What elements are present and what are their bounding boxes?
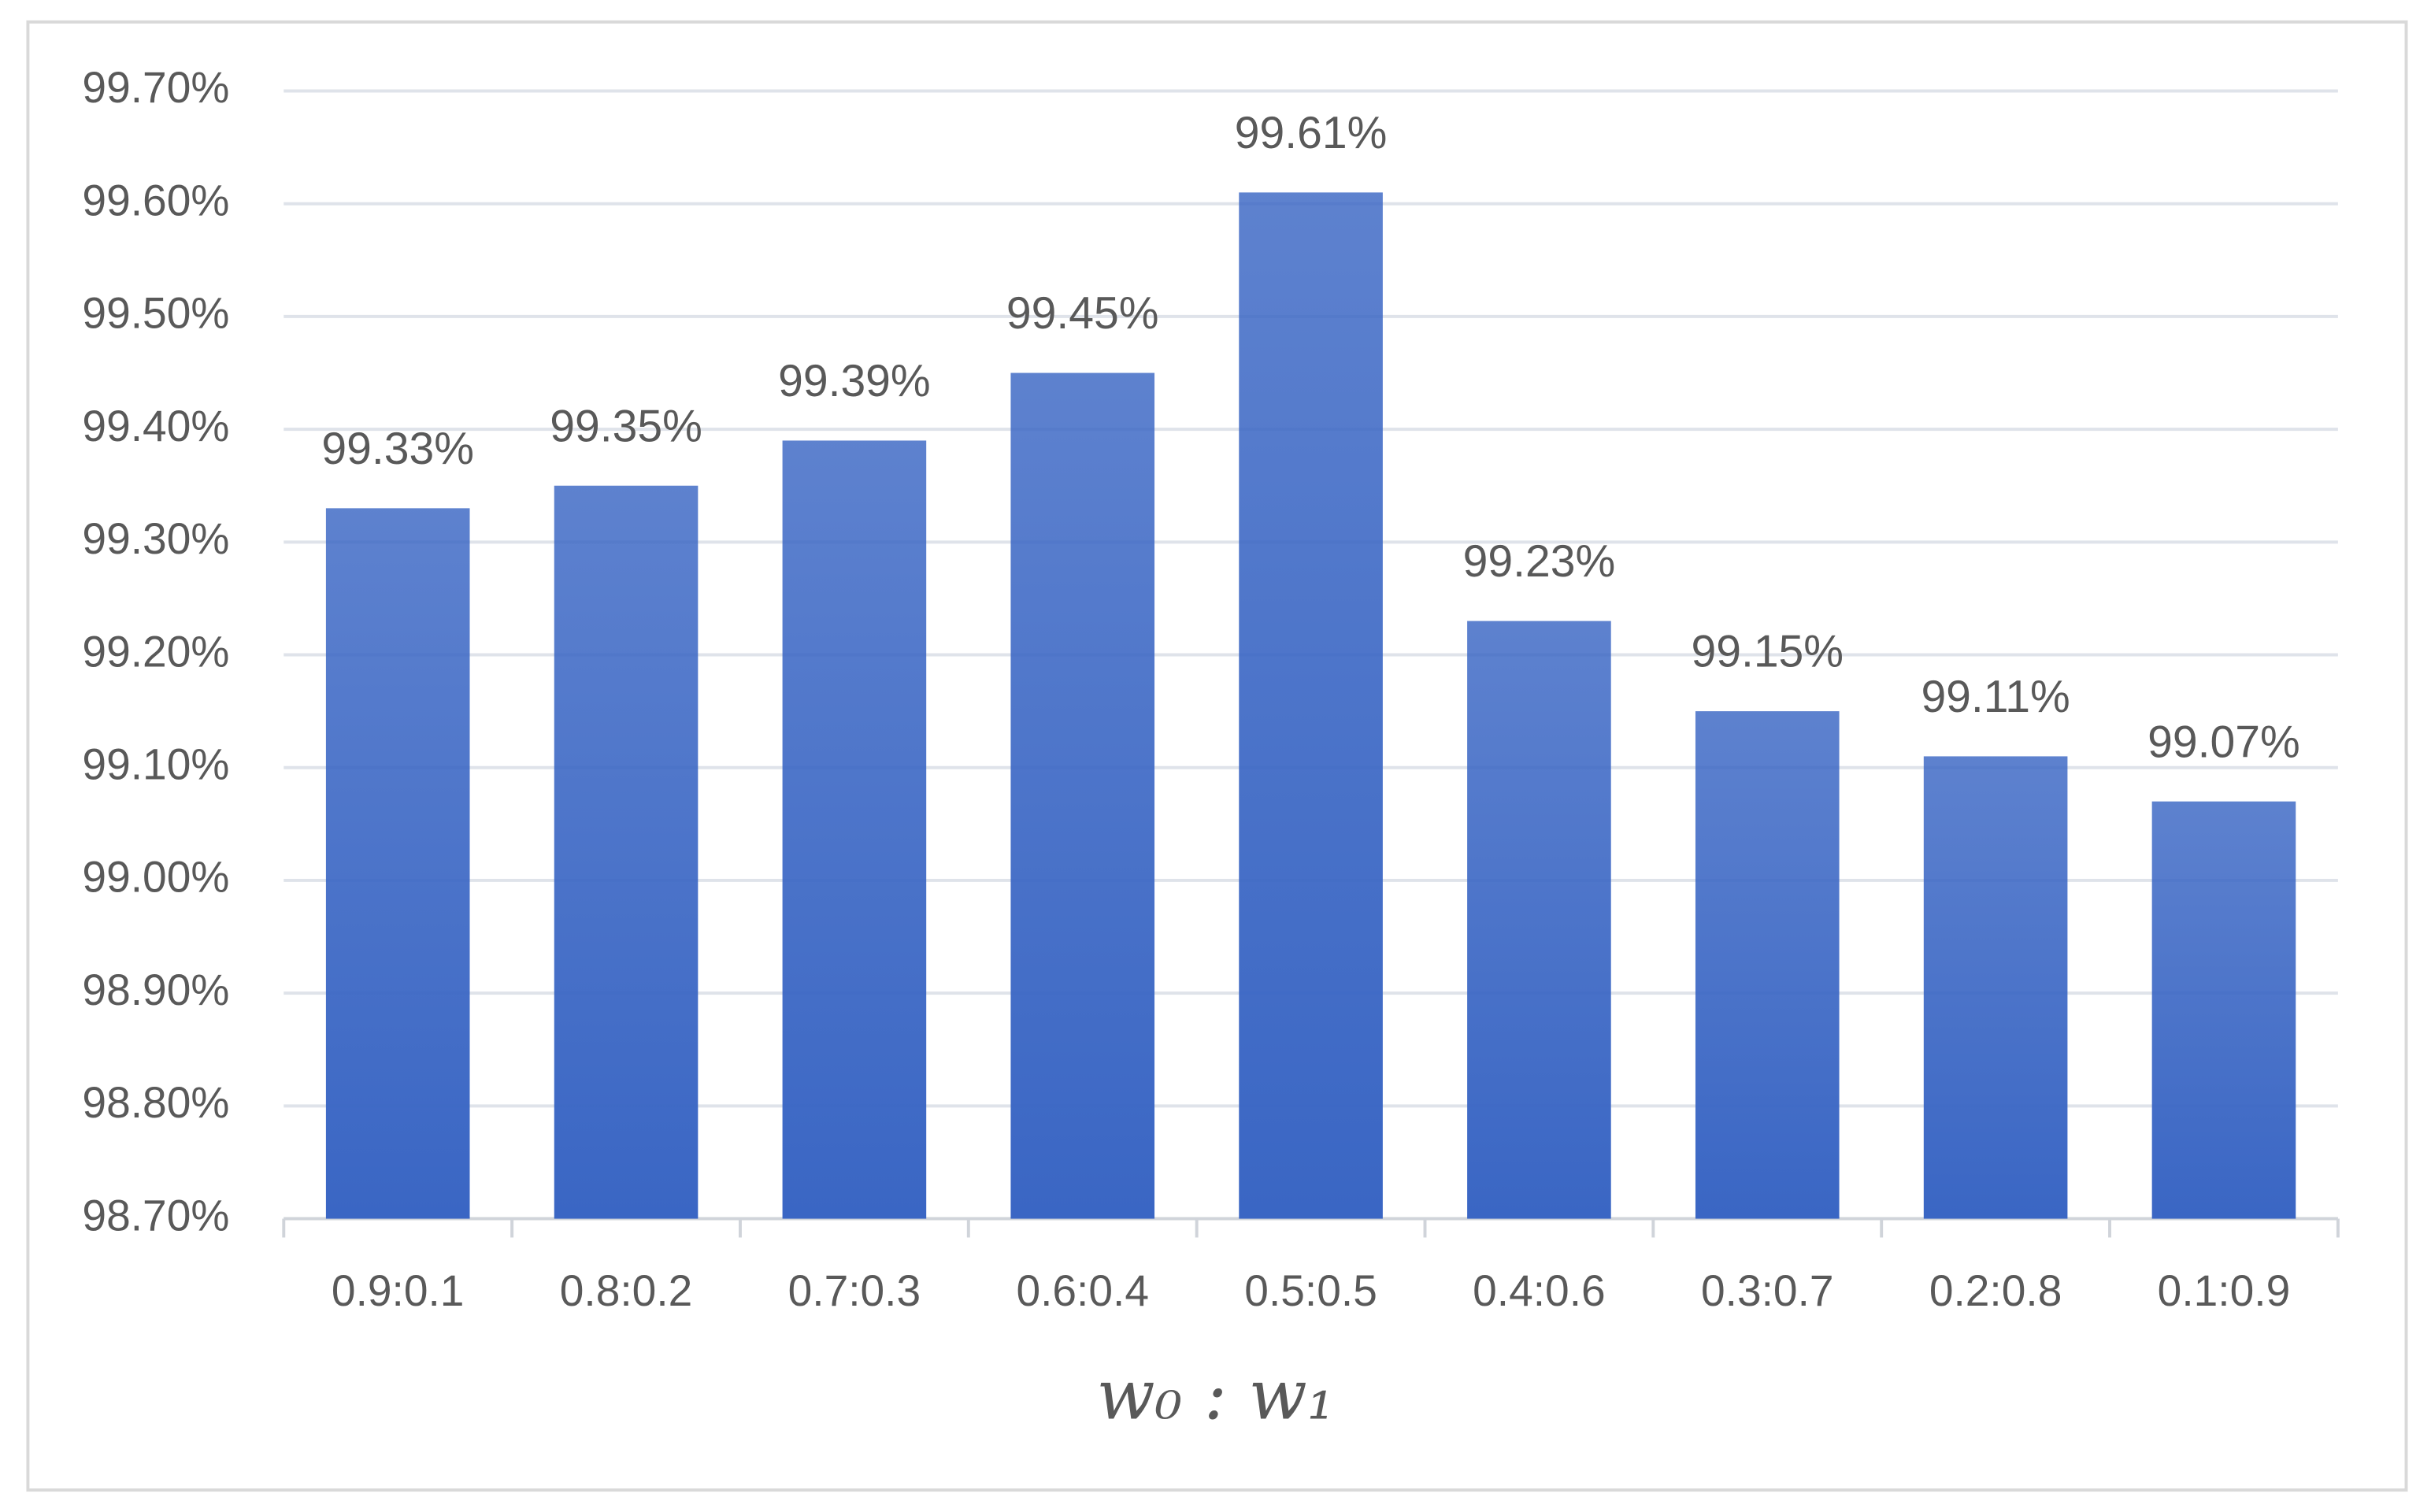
x-axis-label: w₀ : w₁ bbox=[1097, 1354, 1335, 1436]
x-tick-label: 0.7:0.3 bbox=[788, 1266, 921, 1315]
bar bbox=[2151, 801, 2296, 1219]
bar bbox=[1239, 192, 1383, 1219]
y-tick-label: 99.20% bbox=[82, 627, 229, 676]
x-tick-label: 0.8:0.2 bbox=[560, 1266, 693, 1315]
bar bbox=[325, 508, 470, 1219]
bar bbox=[782, 440, 927, 1219]
x-tick-label: 0.2:0.8 bbox=[1929, 1266, 2062, 1315]
data-label: 99.23% bbox=[1463, 536, 1616, 587]
bar bbox=[1695, 711, 1840, 1219]
data-label: 99.61% bbox=[1235, 108, 1388, 158]
data-label: 99.33% bbox=[321, 424, 474, 474]
data-label: 99.45% bbox=[1006, 288, 1159, 339]
x-tick-label: 0.3:0.7 bbox=[1701, 1266, 1834, 1315]
x-tick-label: 0.4:0.6 bbox=[1473, 1266, 1606, 1315]
y-tick-label: 99.50% bbox=[82, 288, 229, 337]
bar bbox=[1467, 621, 1611, 1219]
y-tick-label: 98.80% bbox=[82, 1078, 229, 1127]
data-label: 99.11% bbox=[1921, 672, 2070, 722]
x-tick-label: 0.9:0.1 bbox=[332, 1266, 465, 1315]
x-tick-label: 0.5:0.5 bbox=[1244, 1266, 1377, 1315]
y-tick-label: 99.30% bbox=[82, 514, 229, 563]
y-tick-label: 99.10% bbox=[82, 739, 229, 788]
y-tick-label: 99.70% bbox=[82, 63, 229, 112]
bar bbox=[1010, 372, 1155, 1219]
y-tick-label: 99.60% bbox=[82, 176, 229, 224]
y-tick-label: 98.90% bbox=[82, 965, 229, 1014]
data-label: 99.15% bbox=[1691, 626, 1844, 676]
y-tick-label: 99.40% bbox=[82, 402, 229, 450]
bar bbox=[1923, 756, 2068, 1219]
y-tick-label: 98.70% bbox=[82, 1191, 229, 1240]
data-label: 99.39% bbox=[778, 356, 931, 406]
x-tick-label: 0.1:0.9 bbox=[2158, 1266, 2291, 1315]
data-label: 99.07% bbox=[2148, 717, 2300, 767]
bar bbox=[554, 485, 699, 1219]
x-tick-label: 0.6:0.4 bbox=[1016, 1266, 1149, 1315]
data-label: 99.35% bbox=[550, 401, 702, 451]
y-tick-label: 99.00% bbox=[82, 852, 229, 901]
